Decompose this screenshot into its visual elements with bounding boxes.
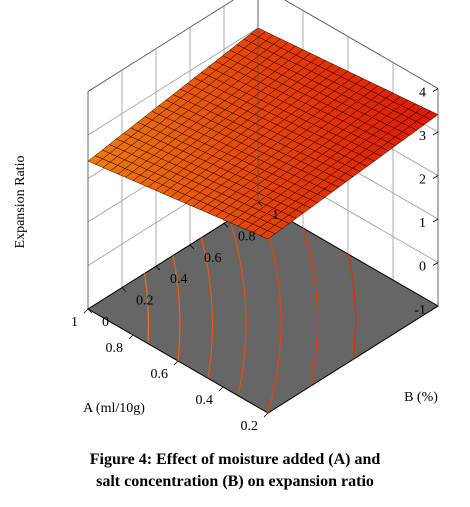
a-tick-label: 0.2 (241, 419, 259, 434)
a-tick-label: 1 (71, 315, 78, 330)
a-tick-label: 0.8 (106, 341, 124, 356)
z-tick-label: 3 (419, 129, 426, 144)
z-tick-mark (432, 175, 439, 179)
contour-line (347, 253, 357, 360)
z-tick-label: 2 (419, 173, 426, 188)
z-tick-mark (432, 305, 439, 310)
b-tick-mark (189, 244, 195, 250)
b-tick-label: 1 (272, 208, 279, 223)
z-axis-label: Expansion Ratio (13, 156, 28, 249)
z-tick-label: 4 (419, 86, 426, 101)
axis-edge (87, 0, 235, 92)
b-tick-label: 0.8 (238, 229, 256, 244)
axis-edge (284, 0, 439, 89)
caption-line-1: Figure 4: Effect of moisture added (A) a… (89, 451, 381, 468)
figure-caption: Figure 4: Effect of moisture added (A) a… (0, 449, 470, 493)
b-axis-ticks: 0 0.2 0.4 0.6 0.8 1 (87, 201, 279, 330)
contour-line (172, 255, 181, 362)
z-tick-label: -1 (414, 303, 426, 318)
z-tick-mark (432, 262, 439, 266)
z-tick-label: 1 (419, 216, 426, 231)
a-tick-mark (218, 386, 224, 392)
a-tick-label: 0.4 (196, 393, 214, 408)
contour-line (200, 237, 214, 378)
b-tick-mark (87, 308, 93, 314)
a-tick-mark (128, 334, 134, 340)
a-axis-ticks: 0.2 0.4 0.6 0.8 1 (71, 308, 269, 434)
surface-plot: -1 0 1 2 3 4 0.2 0.4 0.6 0.8 1 0 0.2 0.4 0.6 0.8 1 Exp… (13, 0, 439, 434)
surface-cell (259, 230, 276, 240)
a-axis-label: A (ml/10g) (83, 401, 145, 416)
caption-line-2: salt concentration (B) on expansion rati… (96, 473, 374, 490)
z-tick-label: 0 (419, 260, 426, 275)
a-tick-mark (173, 360, 179, 366)
a-tick-mark (263, 412, 269, 418)
response-surface (87, 27, 439, 240)
contour-line (302, 227, 319, 387)
axes-frame (87, 0, 439, 309)
contour-line (229, 219, 247, 394)
z-tick-mark (432, 131, 439, 136)
b-tick-label: 0.2 (136, 294, 154, 309)
contour-line (144, 273, 150, 342)
b-tick-mark (155, 265, 161, 271)
z-axis-ticks: -1 0 1 2 3 4 (414, 86, 439, 318)
b-tick-label: 0 (102, 315, 109, 330)
z-tick-mark (432, 88, 439, 92)
b-axis-label: B (%) (404, 390, 438, 405)
b-tick-mark (223, 223, 229, 228)
b-tick-label: 0.6 (204, 251, 222, 266)
z-tick-mark (432, 218, 439, 223)
b-tick-label: 0.4 (170, 272, 188, 287)
b-tick-mark (121, 287, 127, 292)
a-tick-label: 0.6 (151, 367, 169, 382)
b-tick-mark (257, 201, 263, 207)
a-tick-mark (83, 308, 89, 314)
